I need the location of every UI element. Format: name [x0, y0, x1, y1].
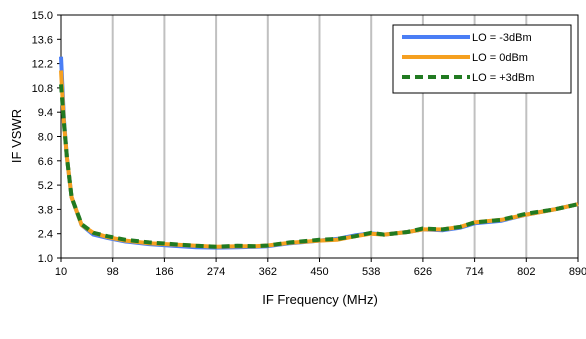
legend-label-3: LO = +3dBm [472, 72, 534, 84]
x-tick-label: 626 [414, 266, 432, 278]
y-tick-label: 12.2 [32, 59, 53, 71]
series-line-3 [59, 84, 579, 249]
y-tick-label: 15.0 [32, 10, 53, 22]
x-tick-label: 802 [517, 266, 535, 278]
x-tick-label: 98 [107, 266, 119, 278]
x-tick-label: 274 [207, 266, 225, 278]
x-tick-label: 186 [155, 266, 173, 278]
x-tick-label: 714 [465, 266, 483, 278]
y-tick-label: 8.0 [38, 132, 53, 144]
x-axis-title: IF Frequency (MHz) [262, 292, 378, 307]
y-tick-label: 2.4 [38, 229, 53, 241]
y-axis-title: IF VSWR [9, 109, 24, 163]
y-tick-label: 13.6 [32, 34, 53, 46]
y-tick-label: 5.2 [38, 180, 53, 192]
series-lines [59, 56, 579, 250]
x-tick-label: 10 [55, 266, 67, 278]
x-axis-ticks: 10 98 186 274 362 450 538 626 714 802 890 [55, 258, 586, 278]
y-tick-label: 9.4 [38, 107, 53, 119]
y-tick-label: 1.0 [38, 253, 53, 265]
x-tick-label: 890 [569, 266, 586, 278]
legend-label-2: LO = 0dBm [472, 52, 528, 64]
y-axis-ticks: 1.0 2.4 3.8 5.2 6.6 8.0 9.4 10.8 12.2 13.6 15.0 [32, 10, 61, 265]
x-tick-label: 362 [259, 266, 277, 278]
y-tick-label: 10.8 [32, 83, 53, 95]
x-tick-label: 538 [362, 266, 380, 278]
y-tick-label: 6.6 [38, 156, 53, 168]
legend-label-1: LO = -3dBm [472, 32, 532, 44]
y-tick-label: 3.8 [38, 204, 53, 216]
x-tick-label: 450 [310, 266, 328, 278]
legend: LO = -3dBm LO = 0dBm LO = +3dBm [392, 24, 572, 94]
